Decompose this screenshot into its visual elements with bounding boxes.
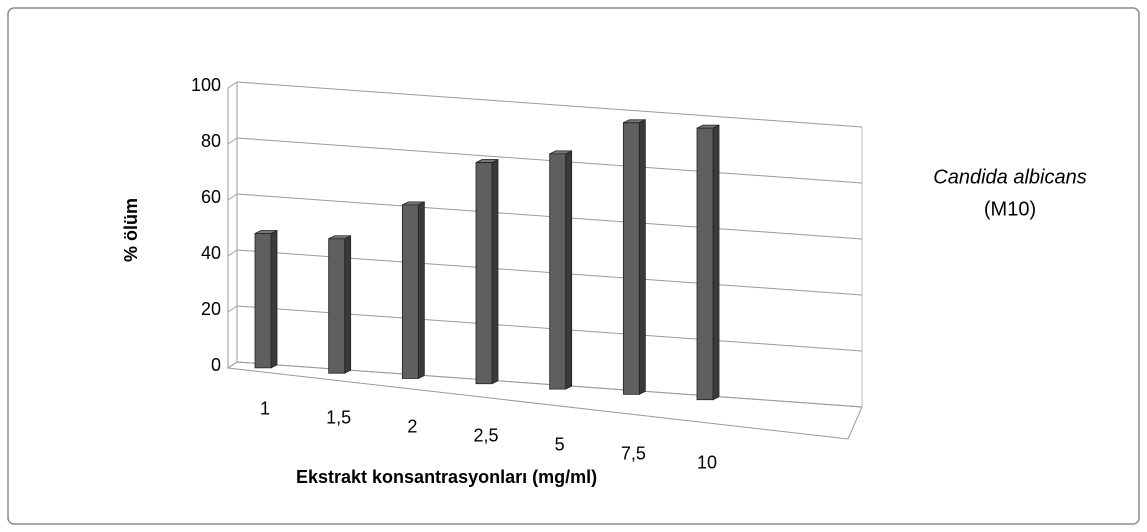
x-tick-label: 7,5: [621, 444, 646, 464]
y-axis-label: % ölüm: [121, 198, 141, 262]
bar-side: [565, 150, 573, 390]
bar-front: [401, 204, 419, 379]
x-tick-label: 1,5: [326, 408, 351, 428]
bar-front: [328, 238, 346, 374]
bar: [401, 201, 425, 380]
grid-line: [227, 361, 863, 408]
bar: [549, 150, 573, 390]
x-tick-label: 1: [260, 399, 270, 419]
grid-line: [227, 305, 863, 352]
bar-front: [622, 122, 640, 395]
y-tick-label: 20: [201, 299, 221, 319]
y-tick-label: 0: [211, 355, 221, 375]
y-tick-label: 40: [201, 243, 221, 263]
bar-side: [270, 229, 278, 369]
x-tick-label: 2,5: [473, 426, 498, 446]
bar-side: [712, 124, 720, 401]
x-axis-label: Ekstrakt konsantrasyonları (mg/ml): [296, 467, 597, 487]
bar-front: [475, 162, 493, 385]
grid-line: [227, 81, 863, 128]
bar: [622, 119, 646, 396]
bar-side: [417, 201, 425, 380]
bar-side: [638, 119, 646, 396]
bar: [254, 229, 278, 369]
bar: [328, 235, 352, 374]
grid-line: [227, 249, 863, 296]
y-tick-label: 100: [191, 75, 221, 95]
x-tick-label: 2: [407, 417, 417, 437]
grid-line: [227, 137, 863, 184]
annotation: Candida albicans: [933, 166, 1086, 188]
x-tick-label: 5: [555, 435, 565, 455]
bar-front: [254, 233, 272, 369]
annotation: (M10): [984, 198, 1036, 220]
chart-frame: [7, 7, 1140, 525]
bar-front: [549, 153, 567, 390]
x-tick-label: 10: [697, 453, 717, 473]
bar-side: [344, 235, 352, 374]
grid-line: [227, 193, 863, 240]
bar-side: [491, 158, 499, 385]
bar-front: [696, 127, 714, 401]
bar: [696, 124, 720, 401]
y-tick-label: 60: [201, 187, 221, 207]
bar: [475, 158, 499, 385]
y-tick-label: 80: [201, 131, 221, 151]
